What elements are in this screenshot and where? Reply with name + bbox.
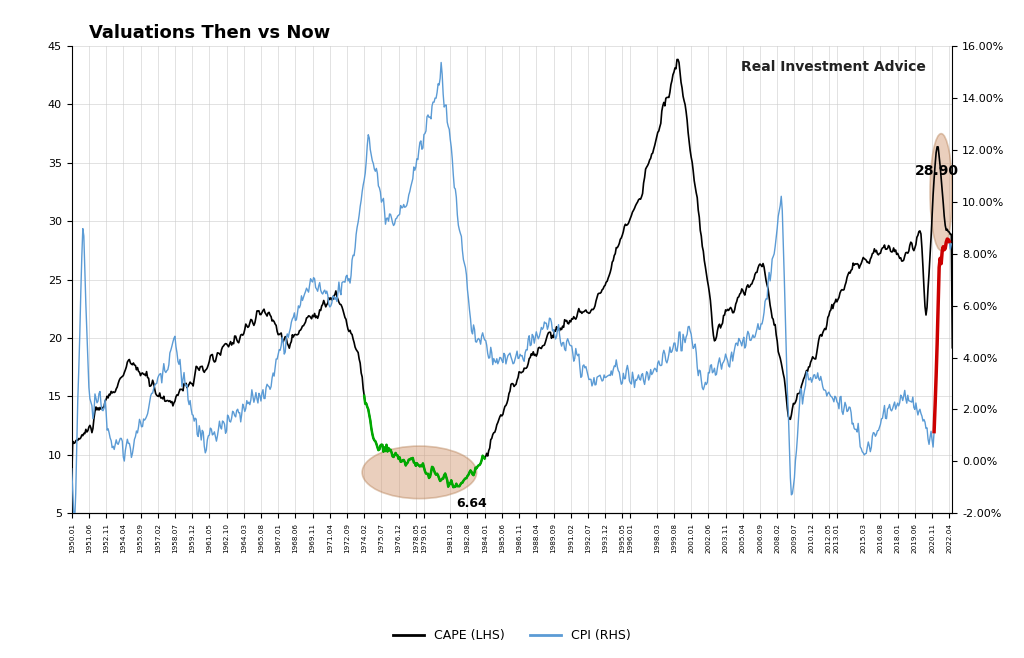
- Line: CAPE (LHS): CAPE (LHS): [72, 59, 952, 487]
- Text: Valuations Then vs Now: Valuations Then vs Now: [89, 24, 331, 41]
- CPI (RHS): [428, 98, 440, 106]
- CPI (RHS): [946, 240, 958, 247]
- CAPE (LHS): [645, 150, 657, 158]
- CPI (RHS): [176, 383, 188, 391]
- CAPE (LHS): [814, 331, 826, 339]
- CPI (RHS): [69, 516, 81, 524]
- CAPE (LHS): [447, 483, 460, 491]
- CAPE (LHS): [427, 463, 439, 471]
- CPI (RHS): [182, 396, 195, 404]
- CAPE (LHS): [946, 344, 958, 352]
- CPI (RHS): [814, 372, 826, 380]
- Text: 28.90: 28.90: [914, 164, 958, 178]
- CAPE (LHS): [181, 384, 194, 392]
- CPI (RHS): [531, 332, 544, 340]
- CPI (RHS): [435, 59, 447, 66]
- CPI (RHS): [66, 465, 78, 472]
- Text: Real Investment Advice: Real Investment Advice: [741, 60, 926, 74]
- CAPE (LHS): [175, 386, 187, 393]
- Text: 6.64: 6.64: [456, 497, 486, 509]
- Legend: CAPE (LHS), CPI (RHS): CAPE (LHS), CPI (RHS): [388, 624, 636, 647]
- CPI (RHS): [646, 369, 658, 377]
- CAPE (LHS): [672, 55, 684, 63]
- Ellipse shape: [362, 446, 476, 499]
- Line: CPI (RHS): CPI (RHS): [72, 63, 952, 520]
- CAPE (LHS): [66, 478, 78, 486]
- Ellipse shape: [930, 134, 952, 251]
- CAPE (LHS): [530, 352, 543, 360]
